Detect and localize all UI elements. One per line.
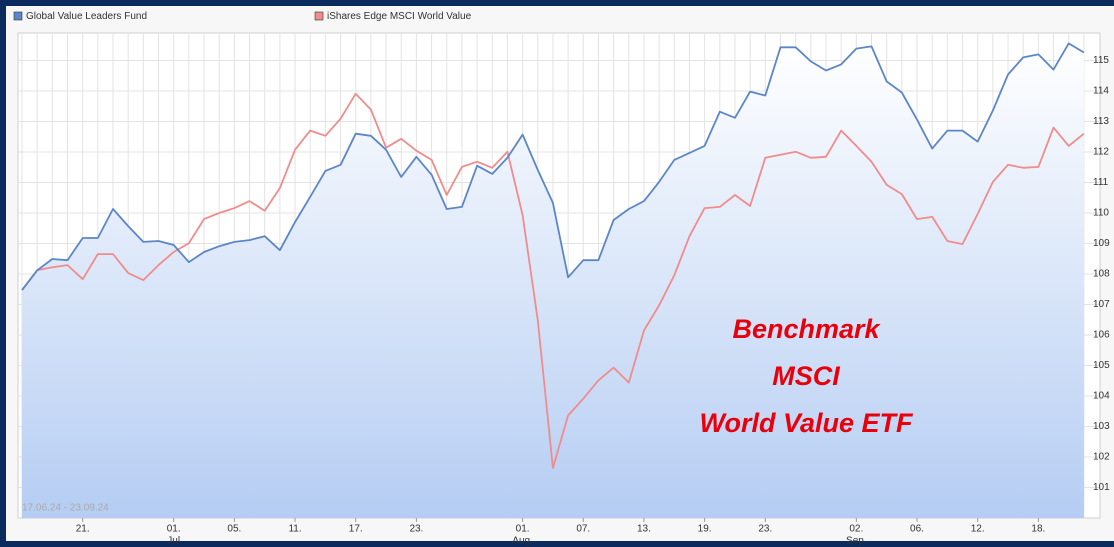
x-tick-label: 07. [576, 524, 590, 535]
y-tick-label: 107 [1093, 299, 1110, 310]
y-tick-label: 103 [1093, 421, 1110, 432]
y-tick-label: 111 [1093, 177, 1109, 188]
y-tick-label: 115 [1093, 55, 1109, 66]
series-line [21, 42, 1085, 291]
series-line [21, 92, 1085, 469]
legend-swatch [314, 11, 324, 21]
y-tick-label: 104 [1093, 391, 1110, 402]
x-tick-label: 06. [910, 524, 924, 535]
date-range: 17.06.24 - 23.09.24 [22, 503, 109, 514]
y-tick-label: 106 [1093, 330, 1110, 341]
x-tick-label: 11. [288, 524, 301, 535]
y-tick-label: 112 [1093, 147, 1109, 158]
x-tick-label: 02. [849, 524, 863, 535]
annotation-line: MSCI [772, 361, 840, 391]
annotation: Benchmark MSCI World Value ETF [699, 314, 914, 438]
y-tick-label: 109 [1093, 238, 1110, 249]
annotation-line: World Value ETF [699, 408, 914, 438]
y-tick-label: 102 [1093, 452, 1110, 463]
y-tick-label: 114 [1093, 86, 1109, 97]
x-tick-label: 13. [637, 524, 651, 535]
x-month-label: Jul [167, 536, 180, 547]
x-tick-label: 23. [758, 524, 772, 535]
legend-swatch [13, 11, 23, 21]
x-tick-label: 12. [971, 524, 985, 535]
x-tick-label: 05. [227, 524, 241, 535]
x-tick-label: 18. [1031, 524, 1045, 535]
y-tick-label: 105 [1093, 360, 1110, 371]
legend-label: iShares Edge MSCI World Value [327, 11, 472, 22]
x-month-label: Sep. [846, 536, 867, 547]
area [22, 43, 1084, 519]
y-tick-label: 101 [1093, 482, 1110, 493]
legend: Global Value Leaders Fund iShares Edge MS… [13, 11, 472, 22]
y-tick-label: 108 [1093, 269, 1110, 280]
legend-label: Global Value Leaders Fund [26, 11, 147, 22]
x-tick-label: 21. [76, 524, 90, 535]
x-month-label: Aug. [512, 536, 533, 547]
x-tick-label: 01. [167, 524, 181, 535]
x-tick-label: 17. [349, 524, 363, 535]
x-tick-label: 01. [516, 524, 530, 535]
x-tick-label: 23. [409, 524, 423, 535]
annotation-line: Benchmark [732, 314, 881, 344]
y-tick-label: 113 [1093, 116, 1109, 127]
x-tick-label: 19. [698, 524, 712, 535]
marks [21, 42, 1085, 519]
y-tick-label: 110 [1093, 208, 1109, 219]
